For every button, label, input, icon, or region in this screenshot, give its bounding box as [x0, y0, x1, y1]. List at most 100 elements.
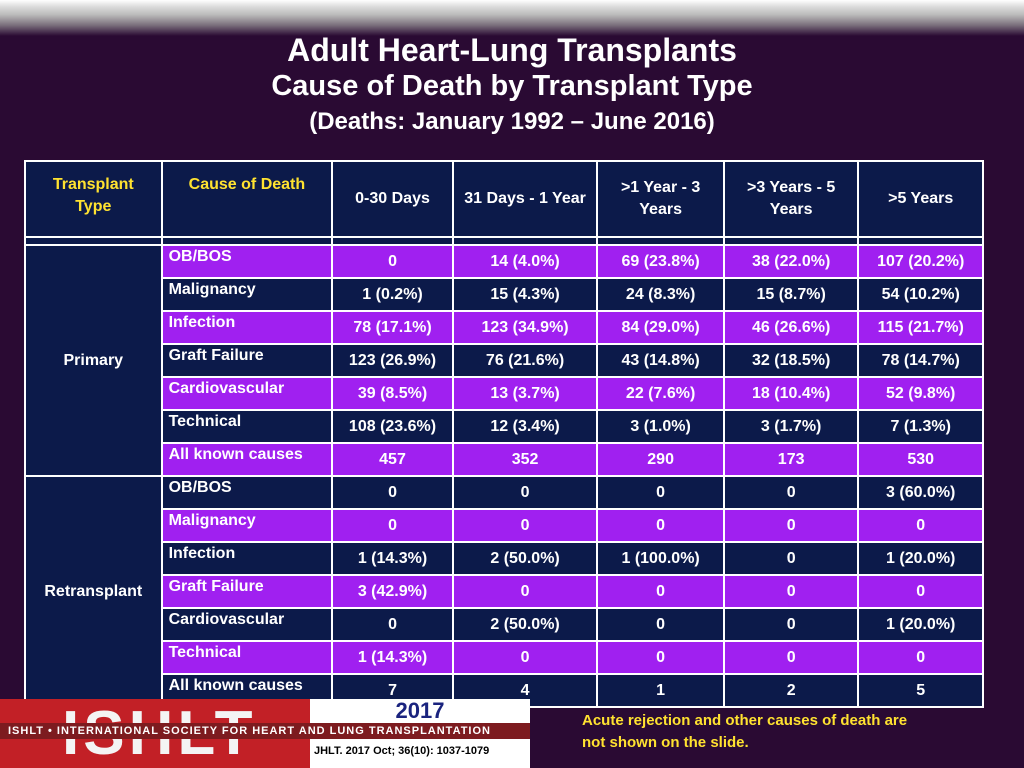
value-cell: 115 (21.7%): [859, 312, 982, 343]
value-cell: 457: [333, 444, 452, 475]
value-cell: 3 (42.9%): [333, 576, 452, 607]
header-type-line1: Transplant: [52, 176, 134, 193]
value-cell: 43 (14.8%): [598, 345, 723, 376]
cause-cell: Technical: [162, 642, 332, 673]
value-cell: 15 (4.3%): [453, 279, 597, 310]
value-cell: 2 (50.0%): [453, 543, 597, 574]
value-cell: 0: [453, 642, 597, 673]
cause-cell: Cardiovascular: [162, 378, 332, 409]
value-cell: 0: [333, 609, 452, 640]
value-cell: 1: [598, 675, 723, 706]
table-row: Graft Failure 123 (26.9%) 76 (21.6%) 43 (14…: [26, 345, 982, 376]
value-cell: 52 (9.8%): [859, 378, 982, 409]
value-cell: 0: [724, 543, 858, 574]
cause-cell: Malignancy: [162, 279, 332, 310]
header-3-5-years: >3 Years - 5 Years: [724, 162, 858, 236]
cause-cell: Malignancy: [162, 510, 332, 541]
slide-title: Adult Heart-Lung Transplants: [287, 32, 737, 68]
header-1-3-line1: >1 Year - 3: [620, 179, 701, 196]
cause-cell: Graft Failure: [162, 576, 332, 607]
cause-cell: All known causes: [162, 444, 332, 475]
value-cell: 0: [333, 246, 452, 277]
value-cell: 78 (17.1%): [333, 312, 452, 343]
value-cell: 1 (14.3%): [333, 642, 452, 673]
value-cell: 13 (3.7%): [453, 378, 597, 409]
table-row: Technical 1 (14.3%) 0 0 0 0: [26, 642, 982, 673]
value-cell: 1 (20.0%): [859, 543, 982, 574]
table-row: Malignancy 1 (0.2%) 15 (4.3%) 24 (8.3%) 15 (…: [26, 279, 982, 310]
value-cell: 0: [598, 510, 723, 541]
society-name: ISHLT • INTERNATIONAL SOCIETY FOR HEART …: [0, 723, 530, 739]
value-cell: 7 (1.3%): [859, 411, 982, 442]
group-primary: Primary OB/BOS 0 14 (4.0%) 69 (23.8%) 38 (22.…: [26, 246, 982, 475]
logo-white-panel-bottom: [310, 739, 530, 768]
value-cell: 1 (0.2%): [333, 279, 452, 310]
value-cell: 22 (7.6%): [598, 378, 723, 409]
table-row: Primary OB/BOS 0 14 (4.0%) 69 (23.8%) 38 (22.…: [26, 246, 982, 475]
transplant-type-cell: Primary: [26, 246, 161, 475]
cause-cell: OB/BOS: [162, 246, 332, 277]
value-cell: 3 (60.0%): [859, 477, 982, 508]
value-cell: 0: [333, 477, 452, 508]
header-cause: Cause of Death: [162, 162, 332, 236]
header-5-years: >5 Years: [859, 162, 982, 236]
cause-cell: Technical: [162, 411, 332, 442]
cause-cell: Infection: [162, 312, 332, 343]
header-gap: [26, 238, 982, 244]
value-cell: 0: [598, 477, 723, 508]
value-cell: 54 (10.2%): [859, 279, 982, 310]
value-cell: 108 (23.6%): [333, 411, 452, 442]
transplant-type-cell: Retransplant: [26, 477, 161, 706]
logo-white-panel-top: [310, 699, 530, 723]
table-row: Cardiovascular 39 (8.5%) 13 (3.7%) 22 (7.6%…: [26, 378, 982, 409]
value-cell: 1 (100.0%): [598, 543, 723, 574]
value-cell: 173: [724, 444, 858, 475]
header-transplant-type: Transplant Type: [26, 162, 161, 236]
value-cell: 76 (21.6%): [453, 345, 597, 376]
value-cell: 0: [724, 576, 858, 607]
slide-subtitle: Cause of Death by Transplant Type: [271, 70, 753, 102]
value-cell: 0: [453, 510, 597, 541]
cause-cell: Infection: [162, 543, 332, 574]
value-cell: 38 (22.0%): [724, 246, 858, 277]
value-cell: 0: [598, 576, 723, 607]
value-cell: 32 (18.5%): [724, 345, 858, 376]
cause-cell: Cardiovascular: [162, 609, 332, 640]
value-cell: 0: [724, 609, 858, 640]
value-cell: 123 (34.9%): [453, 312, 597, 343]
value-cell: 39 (8.5%): [333, 378, 452, 409]
header-type-line2: Type: [75, 198, 112, 215]
value-cell: 3 (1.7%): [724, 411, 858, 442]
header-3-5-line1: >3 Years - 5: [747, 179, 836, 196]
value-cell: 1 (14.3%): [333, 543, 452, 574]
table-row: Malignancy 0 0 0 0 0: [26, 510, 982, 541]
value-cell: 5: [859, 675, 982, 706]
value-cell: 0: [724, 642, 858, 673]
table-row: All known causes 7 4 1 2 5: [26, 675, 982, 706]
footnote: Acute rejection and other causes of deat…: [582, 712, 908, 751]
value-cell: 2 (50.0%): [453, 609, 597, 640]
value-cell: 0: [859, 576, 982, 607]
cause-cell: Graft Failure: [162, 345, 332, 376]
table-row: Retransplant OB/BOS 0 0 0 0 3 (60.0%): [26, 477, 982, 706]
journal-citation: JHLT. 2017 Oct; 36(10): 1037-1079: [314, 745, 490, 757]
cause-of-death-table: Transplant Type Cause of Death 0-30 Days…: [24, 160, 984, 708]
table-row: Cardiovascular 0 2 (50.0%) 0 0 1 (20.0%): [26, 609, 982, 640]
value-cell: 3 (1.0%): [598, 411, 723, 442]
header-31-days-1-year: 31 Days - 1 Year: [453, 162, 597, 236]
report-year: 2017: [395, 699, 445, 723]
ishlt-logo-banner: ISHLT ISHLT • INTERNATIONAL SOCIETY FOR …: [0, 699, 530, 768]
value-cell: 0: [724, 510, 858, 541]
value-cell: 0: [453, 576, 597, 607]
header-1-3-line2: Years: [639, 201, 682, 218]
group-retransplant: Retransplant OB/BOS 0 0 0 0 3 (60.0%) Malignanc…: [26, 477, 982, 706]
value-cell: 0: [333, 510, 452, 541]
value-cell: 352: [453, 444, 597, 475]
table-row: Infection 1 (14.3%) 2 (50.0%) 1 (100.0%) 0 1 …: [26, 543, 982, 574]
value-cell: 0: [598, 642, 723, 673]
value-cell: 290: [598, 444, 723, 475]
header-1-3-years: >1 Year - 3 Years: [598, 162, 723, 236]
table-row: Technical 108 (23.6%) 12 (3.4%) 3 (1.0%) 3 (…: [26, 411, 982, 442]
value-cell: 0: [453, 477, 597, 508]
value-cell: 0: [724, 477, 858, 508]
